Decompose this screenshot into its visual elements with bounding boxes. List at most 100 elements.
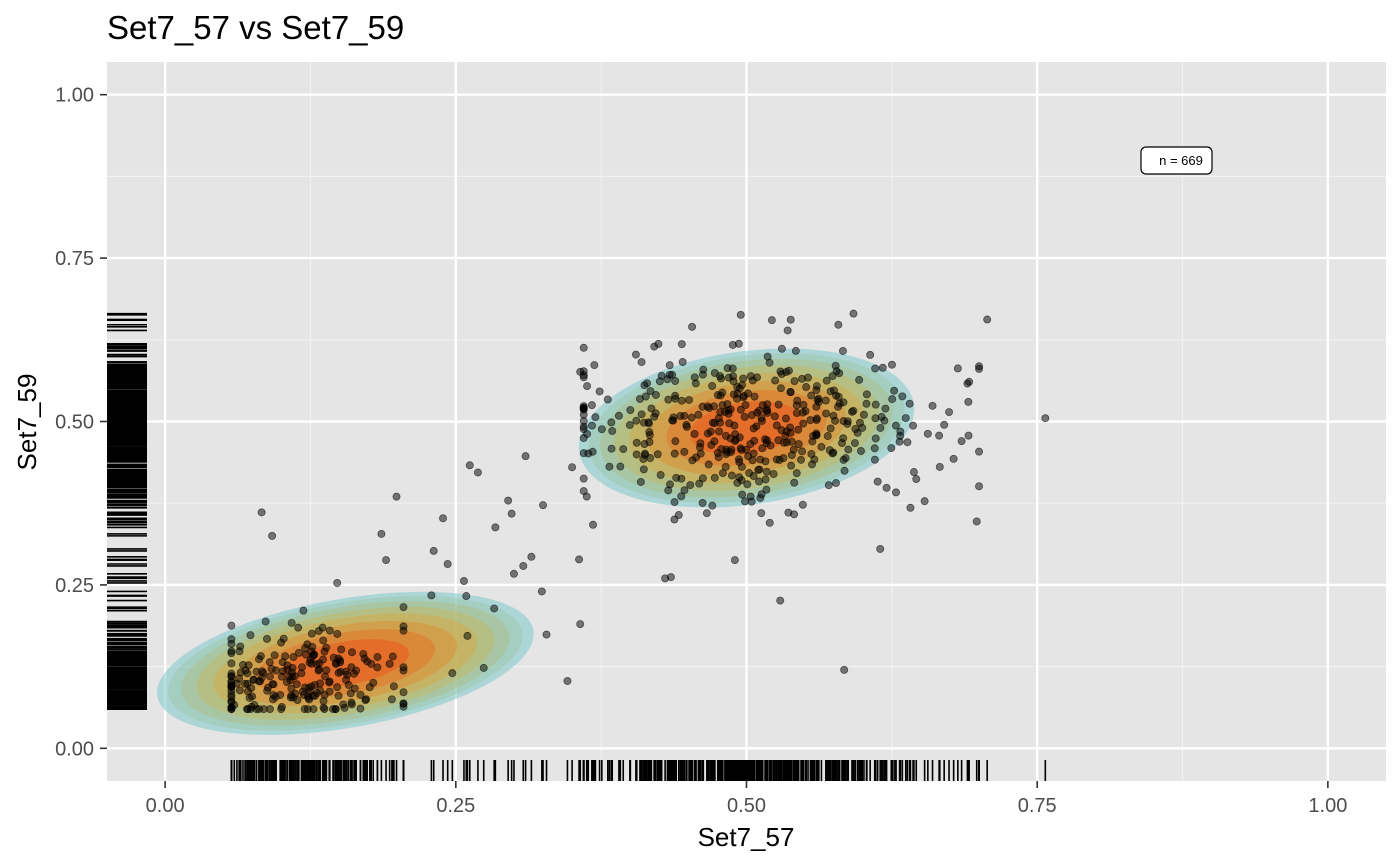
data-point xyxy=(687,413,696,422)
data-point xyxy=(300,683,309,692)
data-point xyxy=(568,463,577,472)
data-point xyxy=(377,529,386,538)
data-point xyxy=(798,408,807,417)
data-point xyxy=(790,377,799,386)
data-point xyxy=(299,606,308,615)
data-point xyxy=(940,420,949,429)
data-point xyxy=(336,667,345,676)
data-point xyxy=(755,477,764,486)
data-point xyxy=(1041,414,1050,423)
data-point xyxy=(844,445,853,454)
data-point xyxy=(350,684,359,693)
data-point xyxy=(465,461,474,470)
data-point xyxy=(399,622,408,631)
data-point xyxy=(650,412,659,421)
data-point xyxy=(695,479,704,488)
data-point xyxy=(808,460,817,469)
data-point xyxy=(473,468,482,477)
data-point xyxy=(325,678,334,687)
data-point xyxy=(688,322,697,331)
data-point xyxy=(829,448,838,457)
data-point xyxy=(682,422,691,431)
data-point xyxy=(343,670,352,679)
data-point xyxy=(579,403,588,412)
data-point xyxy=(243,679,252,688)
data-point xyxy=(259,705,268,714)
data-point xyxy=(337,645,346,654)
data-point xyxy=(791,346,800,355)
data-point xyxy=(619,445,628,454)
data-point xyxy=(287,684,296,693)
data-point xyxy=(733,389,742,398)
data-point xyxy=(849,309,858,318)
data-point xyxy=(625,421,634,430)
data-point xyxy=(880,416,889,425)
data-point xyxy=(840,665,849,674)
data-point xyxy=(736,405,745,414)
data-point xyxy=(305,658,314,667)
data-point xyxy=(734,455,743,464)
data-point xyxy=(855,375,864,384)
data-point xyxy=(479,663,488,672)
data-point xyxy=(318,623,327,632)
data-point xyxy=(964,431,973,440)
data-point xyxy=(792,401,801,410)
data-point xyxy=(807,391,816,400)
data-point xyxy=(983,315,992,324)
data-point xyxy=(614,411,623,420)
data-point xyxy=(299,690,308,699)
data-point xyxy=(776,596,785,605)
data-point xyxy=(802,383,811,392)
data-point xyxy=(804,373,813,382)
data-point xyxy=(279,667,288,676)
data-point xyxy=(519,561,528,570)
data-point xyxy=(282,678,291,687)
x-tick-label: 0.75 xyxy=(1018,795,1057,817)
data-point xyxy=(750,436,759,445)
data-point xyxy=(680,486,689,495)
data-point xyxy=(734,339,743,348)
data-point xyxy=(636,477,645,486)
data-point xyxy=(227,635,236,644)
data-point xyxy=(587,401,596,410)
data-point xyxy=(834,320,843,329)
data-point xyxy=(787,451,796,460)
data-point xyxy=(740,412,749,421)
data-point xyxy=(575,555,584,564)
data-point xyxy=(265,658,274,667)
data-point xyxy=(333,578,342,587)
data-point xyxy=(898,392,907,401)
data-point xyxy=(896,427,905,436)
data-point xyxy=(776,384,785,393)
data-point xyxy=(347,698,356,707)
data-point xyxy=(840,466,849,475)
data-point xyxy=(459,576,468,585)
data-point xyxy=(903,438,912,447)
data-point xyxy=(739,374,748,383)
data-point xyxy=(832,391,841,400)
data-point xyxy=(265,672,274,681)
data-point xyxy=(703,429,712,438)
data-point xyxy=(344,681,353,690)
data-point xyxy=(490,604,499,613)
data-point xyxy=(277,702,286,711)
data-point xyxy=(975,482,984,491)
data-point xyxy=(235,647,244,656)
density-contour xyxy=(168,595,523,731)
data-point xyxy=(589,520,598,529)
data-point xyxy=(322,666,331,675)
data-point xyxy=(356,704,365,713)
data-point xyxy=(787,461,796,470)
data-point xyxy=(297,669,306,678)
data-point xyxy=(504,496,513,505)
data-point xyxy=(310,691,319,700)
data-point xyxy=(509,569,518,578)
data-point xyxy=(588,447,597,456)
data-point xyxy=(832,479,841,488)
data-point xyxy=(427,591,436,600)
data-point xyxy=(887,360,896,369)
data-point xyxy=(670,449,679,458)
data-point xyxy=(665,480,674,489)
data-point xyxy=(639,465,648,474)
